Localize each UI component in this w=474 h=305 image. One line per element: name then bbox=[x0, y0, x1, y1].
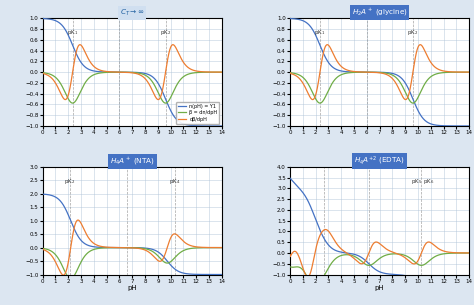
Title: $H_2A^+$ (glycine): $H_2A^+$ (glycine) bbox=[352, 7, 408, 18]
Text: pK$_4$: pK$_4$ bbox=[169, 177, 180, 186]
Title: $H_4A^+$ (NTA): $H_4A^+$ (NTA) bbox=[110, 156, 155, 167]
Title: $C_T \rightarrow \infty$: $C_T \rightarrow \infty$ bbox=[120, 8, 145, 18]
Text: pK$_2$: pK$_2$ bbox=[64, 177, 75, 186]
Text: pK$_2$: pK$_2$ bbox=[160, 28, 171, 38]
Title: $H_4A^{+2}$ (EDTA): $H_4A^{+2}$ (EDTA) bbox=[354, 155, 405, 167]
Text: pK$_5$: pK$_5$ bbox=[411, 177, 422, 186]
Text: pK$_6$: pK$_6$ bbox=[423, 177, 434, 186]
Text: pK$_1$: pK$_1$ bbox=[314, 28, 326, 38]
X-axis label: pH: pH bbox=[128, 285, 137, 291]
X-axis label: pH: pH bbox=[375, 285, 384, 291]
Text: pK$_2$: pK$_2$ bbox=[407, 28, 419, 38]
Text: pK$_1$: pK$_1$ bbox=[67, 28, 78, 38]
Legend: n(pH) = Y1, β = dn/dpH, dβ/dpH: n(pH) = Y1, β = dn/dpH, dβ/dpH bbox=[176, 102, 219, 124]
